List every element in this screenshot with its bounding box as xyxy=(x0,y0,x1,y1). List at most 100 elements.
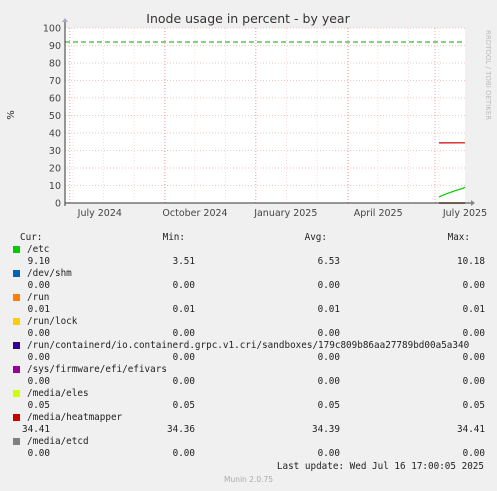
legend-swatch xyxy=(13,246,20,253)
legend-min-value: 0.00 xyxy=(172,448,195,459)
legend-values-row: 0.05 0.05 0.05 0.05 xyxy=(0,400,497,412)
legend-series-name: /etc xyxy=(27,244,50,255)
y-tick-label: 50 xyxy=(49,111,61,122)
x-tick-label: July 2024 xyxy=(77,208,122,219)
legend-series-name: /media/heatmapper xyxy=(27,412,123,423)
legend-item: /etc 9.10 3.51 6.53 10.18 xyxy=(0,244,497,268)
legend-item: /media/etcd 0.00 0.00 0.00 0.00 xyxy=(0,436,497,460)
legend-cur-value: 0.00 xyxy=(27,352,50,363)
legend-max-value: 0.01 xyxy=(462,304,485,315)
legend-values-row: 0.01 0.01 0.01 0.01 xyxy=(0,304,497,316)
legend-cur-value: 0.00 xyxy=(27,280,50,291)
y-tick-label: 30 xyxy=(49,146,61,157)
legend-header-cur: Cur: xyxy=(20,232,43,243)
legend-name-row: /dev/shm xyxy=(0,268,497,280)
legend-series-name: /media/etcd xyxy=(27,436,89,447)
legend-avg-value: 0.01 xyxy=(317,304,340,315)
legend-cur-value: 0.00 xyxy=(27,376,50,387)
legend-min-value: 0.00 xyxy=(172,280,195,291)
legend-cur-value: 0.00 xyxy=(27,328,50,339)
legend-swatch xyxy=(13,318,20,325)
y-axis-label: % xyxy=(6,110,17,120)
legend-max-value: 0.00 xyxy=(462,328,485,339)
series-line-1 xyxy=(438,186,466,198)
legend-min-value: 34.36 xyxy=(167,424,195,435)
legend-swatch xyxy=(13,438,20,445)
chart: Inode usage in percent - by year % RRDTO… xyxy=(6,11,492,219)
legend-cur-value: 0.01 xyxy=(27,304,50,315)
y-tick-label: 40 xyxy=(49,129,61,140)
legend-item: /sys/firmware/efi/efivars 0.00 0.00 0.00 0.0… xyxy=(0,364,497,388)
legend-min-value: 0.00 xyxy=(172,352,195,363)
legend-swatch xyxy=(13,294,20,301)
legend-name-row: /etc xyxy=(0,244,497,256)
legend-series-name: /run/containerd/io.containerd.grpc.v1.cr… xyxy=(27,340,470,351)
y-tick-label: 80 xyxy=(49,59,61,70)
legend-name-row: /run/lock xyxy=(0,316,497,328)
legend-max-value: 10.18 xyxy=(457,256,485,267)
x-tick-label: April 2025 xyxy=(354,208,403,219)
legend-series-name: /sys/firmware/efi/efivars xyxy=(27,364,167,375)
y-tick-label: 60 xyxy=(49,94,61,105)
y-tick-label: 70 xyxy=(49,76,61,87)
legend-cur-value: 9.10 xyxy=(27,256,50,267)
legend-values-row: 0.00 0.00 0.00 0.00 xyxy=(0,280,497,292)
legend-cur-value: 0.00 xyxy=(27,448,50,459)
legend-item: /media/heatmapper 34.41 34.36 34.39 34.41 xyxy=(0,412,497,436)
y-axis-arrow xyxy=(62,18,68,22)
legend-avg-value: 0.00 xyxy=(317,448,340,459)
legend-avg-value: 0.00 xyxy=(317,280,340,291)
legend-swatch xyxy=(13,414,20,421)
legend-values-row: 0.00 0.00 0.00 0.00 xyxy=(0,448,497,460)
legend-name-row: /media/heatmapper xyxy=(0,412,497,424)
x-tick-labels: July 2024 October 2024 January 2025 April 2… xyxy=(77,208,487,219)
y-tick-label: 20 xyxy=(49,164,61,175)
axes xyxy=(62,18,475,206)
legend-max-value: 0.00 xyxy=(462,352,485,363)
chart-title: Inode usage in percent - by year xyxy=(146,11,350,26)
legend-values-row: 0.00 0.00 0.00 0.00 xyxy=(0,328,497,340)
x-tick-label: January 2025 xyxy=(253,208,317,219)
legend-name-row: /media/etcd xyxy=(0,436,497,448)
legend-max-value: 0.00 xyxy=(462,280,485,291)
legend-header-max: Max: xyxy=(447,232,470,243)
y-tick-labels: 0 10 20 30 40 50 60 70 80 90 100 xyxy=(43,24,61,210)
legend-item: /run 0.01 0.01 0.01 0.01 xyxy=(0,292,497,316)
legend-avg-value: 0.00 xyxy=(317,328,340,339)
legend-avg-value: 34.39 xyxy=(312,424,340,435)
legend-values-row: 0.00 0.00 0.00 0.00 xyxy=(0,376,497,388)
legend-item: /dev/shm 0.00 0.00 0.00 0.00 xyxy=(0,268,497,292)
x-tick-label: October 2024 xyxy=(162,208,227,219)
legend-series-name: /run/lock xyxy=(27,316,78,327)
legend-values-row: 0.00 0.00 0.00 0.00 xyxy=(0,352,497,364)
legend-min-value: 0.00 xyxy=(172,376,195,387)
legend-avg-value: 0.00 xyxy=(317,352,340,363)
legend-avg-value: 0.05 xyxy=(317,400,340,411)
legend-max-value: 0.05 xyxy=(462,400,485,411)
legend-avg-value: 6.53 xyxy=(317,256,340,267)
legend-swatch xyxy=(13,270,20,277)
legend: Cur: Min: Avg: Max: /etc 9.10 3.51 6.53 10.1… xyxy=(0,232,497,460)
y-tick-label: 10 xyxy=(49,181,61,192)
legend-series-name: /media/eles xyxy=(27,388,89,399)
legend-min-value: 0.05 xyxy=(172,400,195,411)
legend-header-avg: Avg: xyxy=(304,232,327,243)
legend-name-row: /run/containerd/io.containerd.grpc.v1.cr… xyxy=(0,340,497,352)
legend-cur-value: 34.41 xyxy=(22,424,50,435)
legend-item: /media/eles 0.05 0.05 0.05 0.05 xyxy=(0,388,497,412)
rrdtool-watermark: RRDTOOL / TOBI OETIKER xyxy=(484,30,492,120)
legend-swatch xyxy=(13,390,20,397)
legend-series-name: /dev/shm xyxy=(27,268,72,279)
legend-max-value: 0.00 xyxy=(462,448,485,459)
y-tick-label: 90 xyxy=(49,41,61,52)
legend-header: Cur: Min: Avg: Max: xyxy=(0,232,497,244)
legend-item: /run/containerd/io.containerd.grpc.v1.cr… xyxy=(0,340,497,364)
legend-avg-value: 0.00 xyxy=(317,376,340,387)
last-update: Last update: Wed Jul 16 17:00:05 2025 xyxy=(276,461,484,472)
legend-values-row: 9.10 3.51 6.53 10.18 xyxy=(0,256,497,268)
legend-rows: /etc 9.10 3.51 6.53 10.18/dev/shm 0.00 0.00 0.0… xyxy=(0,244,497,460)
y-tick-label: 0 xyxy=(55,199,61,210)
x-tick-label: July 2025 xyxy=(442,208,487,219)
legend-swatch xyxy=(13,366,20,373)
legend-item: /run/lock 0.00 0.00 0.00 0.00 xyxy=(0,316,497,340)
